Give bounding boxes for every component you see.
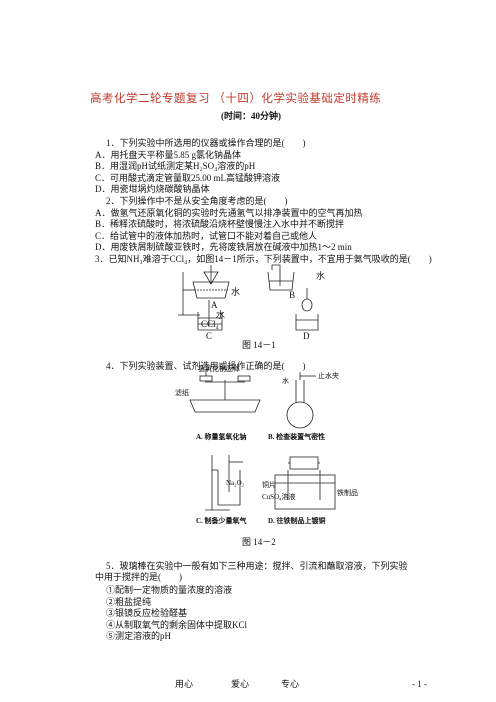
list-item: ④从制取氧气的剩余固体中提取KCl [106, 619, 248, 630]
list-item: ②粗盐提纯 [106, 596, 152, 607]
figure-caption: 图 14－1 [242, 340, 276, 350]
option: D．用废铁屑制硫酸亚铁时，先将废铁屑放在碱液中加热1～2 min [95, 242, 352, 253]
question-stem: 4．下列实验装置、试剂选用或操作正确的是( ) [106, 361, 306, 371]
figure-label: 滤纸 [175, 389, 189, 397]
footer-motto: 用心 [175, 679, 194, 689]
figure-label: 水 [316, 271, 326, 281]
subtitle: (时间：40分钟) [221, 111, 281, 121]
footer-motto: 专心 [281, 679, 300, 689]
figure-label: Na₂O₂ [226, 479, 245, 487]
figure-label: A. 称量氢氧化钠 [196, 433, 247, 441]
figure-label: 止水夹 [318, 372, 339, 380]
list-item: ③银镜反应检验醛基 [106, 608, 188, 619]
option: B．用湿润pH试纸测定某H₂SO₄溶液的pH [95, 161, 256, 172]
figure-label: 铜片 [262, 481, 276, 489]
option: C．可用酸式滴定管量取25.00 mL高锰酸钾溶液 [95, 172, 281, 183]
list-item: ①配制一定物质的量浓度的溶液 [106, 585, 233, 595]
list-item: ⑤测定溶液的pH [106, 631, 171, 642]
figure-caption: 图 14－2 [242, 537, 276, 547]
figure-label: CuSO₄溶液 [262, 493, 296, 501]
footer-motto: 爱心 [231, 679, 250, 689]
figure-label: C [206, 331, 213, 341]
title: 高考化学二轮专题复习 （十四）化学实验基础定时精练 [90, 93, 382, 105]
figure-label: C. 制备少量氧气 [196, 517, 247, 525]
question-stem: 5．玻璃棒在实验中一般有如下三种用途：搅拌、引流和蘸取溶液，下列实验中用于搅拌的… [95, 561, 408, 582]
figure-label: D. 往铁制品上镀铜 [268, 517, 326, 525]
figure-label: B [289, 290, 296, 300]
figure-label: 水 [216, 310, 226, 320]
figure-label: D [303, 331, 310, 341]
option: D．用瓷坩埚灼烧碳酸钠晶体 [95, 184, 210, 195]
figure-label: CCl₄ [201, 319, 219, 329]
question-stem: 3．已知NH₃难溶于CCl₄，如图14－1所示，下列装置中，不宜用于氨气吸收的是… [95, 254, 432, 264]
figure-label: 水 [231, 287, 241, 297]
figure-label: 铁制品 [337, 489, 358, 497]
question-stem: 2．下列操作中不是从安全角度考虑的是( ) [106, 196, 288, 206]
figure-label: B. 检查装置气密性 [268, 433, 326, 441]
figure-label: A [211, 300, 218, 310]
page-number: - 1 - [412, 679, 427, 689]
option: A．做氢气还原氧化铜的实验时先通氢气以排净装置中的空气再加热 [95, 207, 363, 218]
option: A．用托盘天平称量5.85 g氯化钠晶体 [95, 149, 242, 160]
figure-label: 氢氧化钠固体 [198, 365, 240, 373]
question-stem: 1．下列实验中所选用的仪器或操作合理的是( ) [106, 138, 306, 148]
option: C．给试管中的液体加热时，试管口不能对着自己或他人 [95, 230, 318, 241]
figure-label: 水 [282, 377, 289, 385]
option: B．稀释浓硫酸时，将浓硫酸沿烧杯壁慢慢注入水中并不断搅拌 [95, 219, 345, 230]
